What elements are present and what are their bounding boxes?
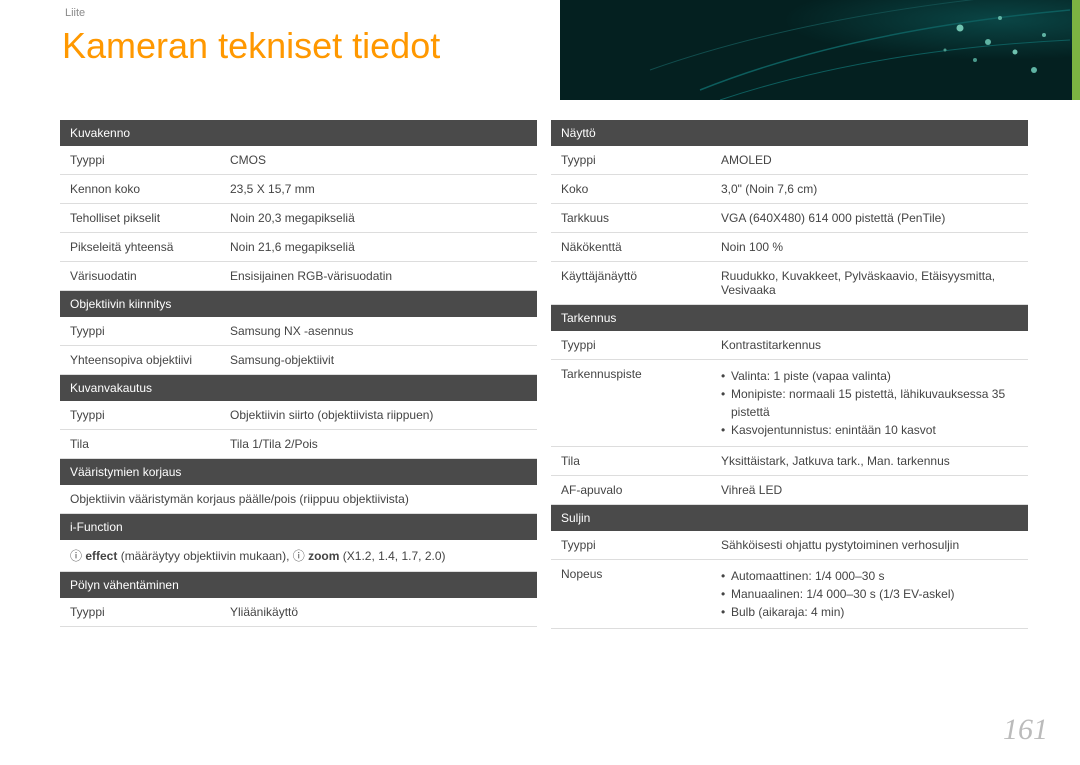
table-row: TyyppiKontrastitarkennus xyxy=(551,331,1028,360)
spec-value: Vihreä LED xyxy=(711,476,1028,505)
page-number: 161 xyxy=(1003,713,1048,747)
spec-label: Näkökenttä xyxy=(551,233,711,262)
spec-label: Tarkkuus xyxy=(551,204,711,233)
spec-value: 3,0" (Noin 7,6 cm) xyxy=(711,175,1028,204)
spec-value: Tila 1/Tila 2/Pois xyxy=(220,430,537,459)
table-row: TilaTila 1/Tila 2/Pois xyxy=(60,430,537,459)
spec-value: Ruudukko, Kuvakkeet, Pylväskaavio, Etäis… xyxy=(711,262,1028,305)
spec-label: Tila xyxy=(60,430,220,459)
table-row: Teholliset pikselitNoin 20,3 megapikseli… xyxy=(60,204,537,233)
table-row: Objektiivin kiinnitys xyxy=(60,291,537,318)
table-row: KäyttäjänäyttöRuudukko, Kuvakkeet, Pylvä… xyxy=(551,262,1028,305)
table-row: TyyppiSamsung NX -asennus xyxy=(60,317,537,346)
spec-value: Noin 20,3 megapikseliä xyxy=(220,204,537,233)
table-row: Pikseleitä yhteensäNoin 21,6 megapikseli… xyxy=(60,233,537,262)
spec-label: Teholliset pikselit xyxy=(60,204,220,233)
spec-label: Tyyppi xyxy=(60,317,220,346)
specs-table-left: KuvakennoTyyppiCMOSKennon koko23,5 X 15,… xyxy=(60,120,537,627)
section-header: Vääristymien korjaus xyxy=(60,459,537,486)
spec-label: Pikseleitä yhteensä xyxy=(60,233,220,262)
section-header: Suljin xyxy=(551,505,1028,532)
table-row: TarkennuspisteValinta: 1 piste (vapaa va… xyxy=(551,360,1028,447)
table-row: Objektiivin vääristymän korjaus päälle/p… xyxy=(60,485,537,514)
table-row: TarkkuusVGA (640X480) 614 000 pistettä (… xyxy=(551,204,1028,233)
spec-label: Värisuodatin xyxy=(60,262,220,291)
table-row: Näyttö xyxy=(551,120,1028,146)
spec-label: Käyttäjänäyttö xyxy=(551,262,711,305)
spec-label: Tarkennuspiste xyxy=(551,360,711,447)
spec-value: Automaattinen: 1/4 000–30 sManuaalinen: … xyxy=(711,560,1028,629)
spec-value: Yliäänikäyttö xyxy=(220,598,537,627)
section-header: Pölyn vähentäminen xyxy=(60,572,537,599)
spec-label: Tyyppi xyxy=(551,531,711,560)
spec-label: Tyyppi xyxy=(551,146,711,175)
spec-value: VGA (640X480) 614 000 pistettä (PenTile) xyxy=(711,204,1028,233)
table-row: TyyppiObjektiivin siirto (objektiivista … xyxy=(60,401,537,430)
page-title: Kameran tekniset tiedot xyxy=(62,25,440,67)
section-header: Kuvanvakautus xyxy=(60,375,537,402)
table-row: Suljin xyxy=(551,505,1028,532)
list-item: Monipiste: normaali 15 pistettä, lähikuv… xyxy=(721,385,1018,421)
table-row: Kuvakenno xyxy=(60,120,537,146)
spec-value: Yksittäistark, Jatkuva tark., Man. tarke… xyxy=(711,447,1028,476)
spec-label: Yhteensopiva objektiivi xyxy=(60,346,220,375)
section-header: i-Function xyxy=(60,514,537,541)
spec-label: Tila xyxy=(551,447,711,476)
spec-label: Tyyppi xyxy=(551,331,711,360)
table-row: Vääristymien korjaus xyxy=(60,459,537,486)
section-header: Tarkennus xyxy=(551,305,1028,332)
spec-value: Objektiivin siirto (objektiivista riippu… xyxy=(220,401,537,430)
spec-value: Kontrastitarkennus xyxy=(711,331,1028,360)
section-header: Kuvakenno xyxy=(60,120,537,146)
spec-value: Sähköisesti ohjattu pystytoiminen verhos… xyxy=(711,531,1028,560)
spec-label: Nopeus xyxy=(551,560,711,629)
table-row: Koko3,0" (Noin 7,6 cm) xyxy=(551,175,1028,204)
spec-label: Koko xyxy=(551,175,711,204)
table-row: Tarkennus xyxy=(551,305,1028,332)
list-item: Kasvojentunnistus: enintään 10 kasvot xyxy=(721,421,1018,439)
spec-label: Kennon koko xyxy=(60,175,220,204)
table-row: TyyppiSähköisesti ohjattu pystytoiminen … xyxy=(551,531,1028,560)
table-row: AF-apuvaloVihreä LED xyxy=(551,476,1028,505)
list-item: Automaattinen: 1/4 000–30 s xyxy=(721,567,1018,585)
spec-value: AMOLED xyxy=(711,146,1028,175)
spec-label: AF-apuvalo xyxy=(551,476,711,505)
spec-value: 23,5 X 15,7 mm xyxy=(220,175,537,204)
content-area: KuvakennoTyyppiCMOSKennon koko23,5 X 15,… xyxy=(60,120,1028,629)
table-row: TyyppiAMOLED xyxy=(551,146,1028,175)
spec-value: Noin 21,6 megapikseliä xyxy=(220,233,537,262)
spec-value: CMOS xyxy=(220,146,537,175)
breadcrumb: Liite xyxy=(65,7,85,19)
spec-label: Tyyppi xyxy=(60,401,220,430)
list-item: Bulb (aikaraja: 4 min) xyxy=(721,603,1018,621)
spec-value: Valinta: 1 piste (vapaa valinta)Monipist… xyxy=(711,360,1028,447)
table-row: TyyppiYliäänikäyttö xyxy=(60,598,537,627)
table-row: Kennon koko23,5 X 15,7 mm xyxy=(60,175,537,204)
spec-value: Objektiivin vääristymän korjaus päälle/p… xyxy=(60,485,537,514)
list-item: Valinta: 1 piste (vapaa valinta) xyxy=(721,367,1018,385)
spec-value: Noin 100 % xyxy=(711,233,1028,262)
table-row: TyyppiCMOS xyxy=(60,146,537,175)
spec-value: Ensisijainen RGB-värisuodatin xyxy=(220,262,537,291)
table-row: Pölyn vähentäminen xyxy=(60,572,537,599)
spec-label: Tyyppi xyxy=(60,146,220,175)
section-header: Näyttö xyxy=(551,120,1028,146)
spec-label: Tyyppi xyxy=(60,598,220,627)
table-row: Kuvanvakautus xyxy=(60,375,537,402)
table-row: TilaYksittäistark, Jatkuva tark., Man. t… xyxy=(551,447,1028,476)
table-row: NäkökenttäNoin 100 % xyxy=(551,233,1028,262)
table-row: NopeusAutomaattinen: 1/4 000–30 sManuaal… xyxy=(551,560,1028,629)
section-header: Objektiivin kiinnitys xyxy=(60,291,537,318)
table-row: VärisuodatinEnsisijainen RGB-värisuodati… xyxy=(60,262,537,291)
spec-value: ⓘ effect (määräytyy objektiivin mukaan),… xyxy=(60,540,537,572)
table-row: i-Function xyxy=(60,514,537,541)
accent-bar xyxy=(1072,0,1080,100)
table-row: Yhteensopiva objektiiviSamsung-objektiiv… xyxy=(60,346,537,375)
spec-value: Samsung NX -asennus xyxy=(220,317,537,346)
spec-value: Samsung-objektiivit xyxy=(220,346,537,375)
specs-table-right: NäyttöTyyppiAMOLEDKoko3,0" (Noin 7,6 cm)… xyxy=(551,120,1028,629)
list-item: Manuaalinen: 1/4 000–30 s (1/3 EV-askel) xyxy=(721,585,1018,603)
table-row: ⓘ effect (määräytyy objektiivin mukaan),… xyxy=(60,540,537,572)
